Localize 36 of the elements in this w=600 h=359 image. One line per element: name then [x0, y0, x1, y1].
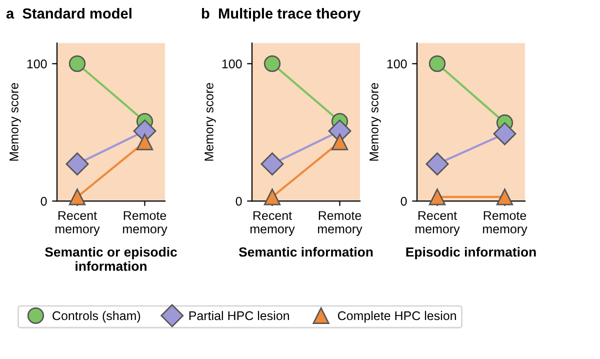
point — [426, 152, 449, 176]
text: a Standard model — [6, 8, 132, 19]
point — [136, 134, 154, 150]
x-tick-label: Remote memory — [123, 211, 168, 236]
x-tick-label: Remote memory — [318, 211, 362, 236]
point — [493, 122, 516, 146]
point — [68, 55, 86, 72]
x-tick-label: Recent memory — [56, 211, 100, 236]
y-axis-title: Memory score — [204, 83, 216, 161]
y-tick-label: 0 — [400, 196, 407, 206]
legend-label: Partial HPC lesion — [189, 310, 289, 320]
x-axis-title: Semantic or episodic information — [45, 246, 177, 271]
point — [428, 55, 446, 72]
x-tick-label: Recent memory — [250, 211, 295, 236]
x-axis-title: Semantic information — [238, 246, 373, 257]
y-tick-label: 0 — [40, 196, 47, 206]
y-axis-title: Memory score — [10, 83, 21, 161]
x-tick-label: Remote memory — [483, 211, 528, 236]
point — [264, 188, 281, 206]
point — [496, 188, 514, 206]
y-tick-label: 100 — [387, 59, 407, 68]
text: b Multiple trace theory — [202, 8, 361, 22]
point — [260, 152, 284, 176]
point — [264, 55, 281, 72]
point — [428, 188, 446, 206]
point — [331, 134, 348, 150]
point — [66, 152, 89, 176]
x-axis-title: Episodic information — [406, 246, 536, 260]
y-tick-label: 0 — [236, 196, 242, 206]
x-tick-label: Recent memory — [416, 211, 460, 236]
y-tick-label: 100 — [27, 59, 47, 68]
y-tick-label: 100 — [222, 59, 242, 68]
point — [68, 188, 86, 206]
y-axis-title: Memory score — [370, 83, 381, 161]
legend-label: Controls (sham) — [52, 310, 140, 323]
legend-label: Complete HPC lesion — [338, 310, 456, 323]
